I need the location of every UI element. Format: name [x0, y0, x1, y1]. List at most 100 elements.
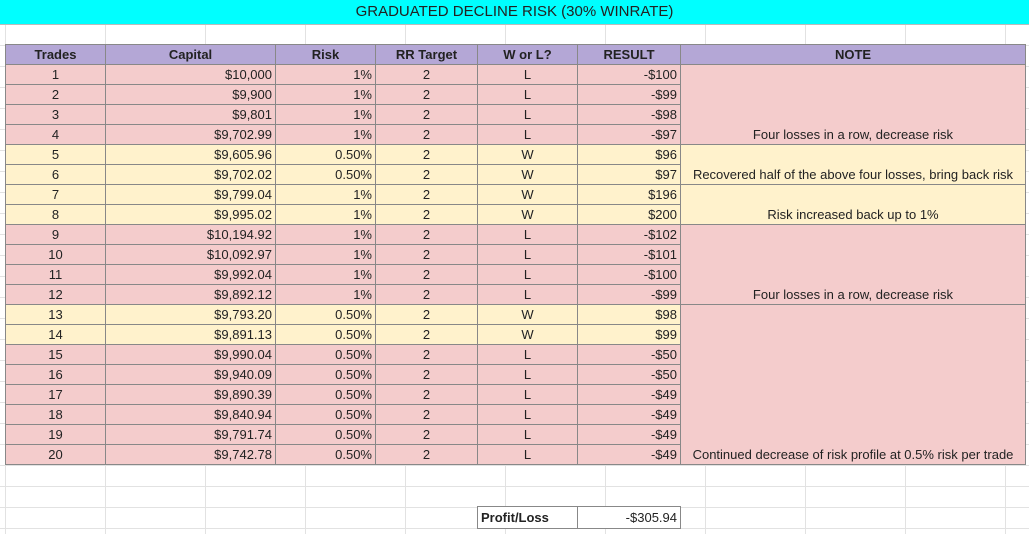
trade-number: 11: [5, 264, 106, 285]
risk: 0.50%: [275, 164, 376, 185]
trade-row: 1 $10,000 1% 2 L -$100 Four losses in a row, d…: [5, 64, 1026, 145]
win-loss: W: [477, 324, 578, 345]
trade-table: Trades Capital Risk RR Target W or L? RESULT N…: [5, 44, 1026, 465]
note: Continued decrease of risk profile at 0.…: [680, 304, 1026, 465]
result: -$98: [577, 104, 681, 125]
trade-number: 12: [5, 284, 106, 305]
result: -$99: [577, 84, 681, 105]
rr-target: 2: [375, 104, 478, 125]
trade-number: 6: [5, 164, 106, 185]
column-header: Capital: [105, 44, 276, 65]
trade-row: 9 $10,194.92 1% 2 L -$102 Four losses in a row…: [5, 224, 1026, 305]
win-loss: L: [477, 384, 578, 405]
risk: 0.50%: [275, 404, 376, 425]
column-header: Trades: [5, 44, 106, 65]
result: -$102: [577, 224, 681, 245]
win-loss: W: [477, 144, 578, 165]
rr-target: 2: [375, 384, 478, 405]
capital: $9,702.99: [105, 124, 276, 145]
trade-number: 7: [5, 184, 106, 205]
capital: $9,840.94: [105, 404, 276, 425]
capital: $9,940.09: [105, 364, 276, 385]
risk: 1%: [275, 64, 376, 85]
rr-target: 2: [375, 364, 478, 385]
trade-number: 10: [5, 244, 106, 265]
capital: $10,092.97: [105, 244, 276, 265]
rr-target: 2: [375, 144, 478, 165]
capital: $10,000: [105, 64, 276, 85]
rr-target: 2: [375, 284, 478, 305]
trade-row: 7 $9,799.04 1% 2 W $196 Risk increased back up…: [5, 184, 1026, 225]
result: $99: [577, 324, 681, 345]
trade-number: 19: [5, 424, 106, 445]
capital: $10,194.92: [105, 224, 276, 245]
trade-number: 20: [5, 444, 106, 465]
risk: 1%: [275, 184, 376, 205]
rr-target: 2: [375, 244, 478, 265]
rr-target: 2: [375, 204, 478, 225]
trade-number: 13: [5, 304, 106, 325]
risk: 1%: [275, 224, 376, 245]
capital: $9,801: [105, 104, 276, 125]
note: Four losses in a row, decrease risk: [680, 64, 1026, 145]
result: -$100: [577, 264, 681, 285]
trade-row: 5 $9,605.96 0.50% 2 W $96 Recovered half of th…: [5, 144, 1026, 185]
trade-number: 5: [5, 144, 106, 165]
win-loss: L: [477, 444, 578, 465]
risk: 0.50%: [275, 344, 376, 365]
win-loss: W: [477, 164, 578, 185]
risk: 0.50%: [275, 144, 376, 165]
win-loss: L: [477, 424, 578, 445]
win-loss: L: [477, 64, 578, 85]
capital: $9,793.20: [105, 304, 276, 325]
result: $196: [577, 184, 681, 205]
result: -$97: [577, 124, 681, 145]
note: Risk increased back up to 1%: [680, 184, 1026, 225]
capital: $9,890.39: [105, 384, 276, 405]
capital: $9,791.74: [105, 424, 276, 445]
risk: 0.50%: [275, 324, 376, 345]
risk: 1%: [275, 84, 376, 105]
result: -$99: [577, 284, 681, 305]
win-loss: L: [477, 264, 578, 285]
result: $96: [577, 144, 681, 165]
note: Recovered half of the above four losses,…: [680, 144, 1026, 185]
win-loss: L: [477, 104, 578, 125]
result: -$49: [577, 404, 681, 425]
trade-number: 16: [5, 364, 106, 385]
result: -$50: [577, 344, 681, 365]
result: $200: [577, 204, 681, 225]
rr-target: 2: [375, 404, 478, 425]
capital: $9,995.02: [105, 204, 276, 225]
capital: $9,742.78: [105, 444, 276, 465]
risk: 1%: [275, 124, 376, 145]
column-header: NOTE: [680, 44, 1026, 65]
result: -$49: [577, 424, 681, 445]
trade-number: 14: [5, 324, 106, 345]
result: -$50: [577, 364, 681, 385]
risk: 0.50%: [275, 424, 376, 445]
column-header: W or L?: [477, 44, 578, 65]
win-loss: L: [477, 364, 578, 385]
trade-row: 13 $9,793.20 0.50% 2 W $98 Continued decrease …: [5, 304, 1026, 465]
note: Four losses in a row, decrease risk: [680, 224, 1026, 305]
win-loss: W: [477, 184, 578, 205]
column-header: RR Target: [375, 44, 478, 65]
result: -$49: [577, 444, 681, 465]
trade-number: 15: [5, 344, 106, 365]
trade-number: 17: [5, 384, 106, 405]
capital: $9,702.02: [105, 164, 276, 185]
risk: 0.50%: [275, 364, 376, 385]
result: $97: [577, 164, 681, 185]
rr-target: 2: [375, 344, 478, 365]
result: -$101: [577, 244, 681, 265]
capital: $9,990.04: [105, 344, 276, 365]
win-loss: L: [477, 344, 578, 365]
trade-number: 3: [5, 104, 106, 125]
risk: 0.50%: [275, 444, 376, 465]
summary-table: Profit/Loss -$305.94: [477, 506, 681, 529]
capital: $9,799.04: [105, 184, 276, 205]
rr-target: 2: [375, 444, 478, 465]
rr-target: 2: [375, 224, 478, 245]
